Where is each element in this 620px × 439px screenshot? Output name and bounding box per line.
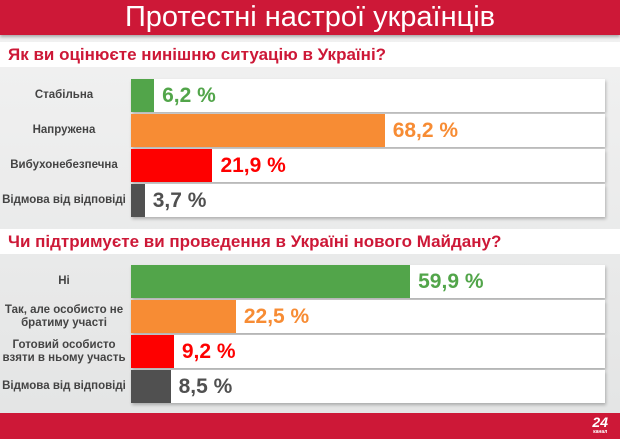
category-label: Так, але особисто не братиму участі [4,303,124,329]
bar-row: Напружена 68,2 % [0,114,620,147]
question-title: Як ви оцінюєте нинішню ситуацію в Україн… [0,42,620,67]
value-label: 21,9 % [220,154,286,177]
bar-row: Так, але особисто не братиму участі 22,5… [0,300,620,333]
bar-row: Ні 59,9 % [0,265,620,298]
bar [131,184,145,217]
bar [131,265,411,298]
category-label: Відмова від відповіді [2,380,126,392]
category-label: Стабільна [34,89,94,101]
bar-track: 3,7 % [131,184,605,217]
bar [131,300,236,333]
bar-track: 6,2 % [131,79,605,112]
footer: 24 канал [0,413,620,439]
bar [131,79,155,112]
value-label: 3,7 % [152,189,207,212]
bar-track: 68,2 % [131,114,605,147]
bar-row: Готовий особисто взяти в ньому участь 9,… [0,335,620,368]
bar-row: Стабільна 6,2 % [0,79,620,112]
category-label: Відмова від відповіді [2,194,126,206]
category-label: Ні [58,275,70,287]
bar [131,149,213,182]
value-label: 6,2 % [162,84,216,107]
bar-row: Відмова від відповіді 3,7 % [0,184,620,217]
question-title: Чи підтримуєте ви проведення в Україні н… [0,229,620,254]
category-label: Вибухонебезпечна [10,159,118,171]
channel-24-logo: 24 канал [592,415,608,435]
page-title: Протестні настрої українців [0,0,620,35]
bar-row: Вибухонебезпечна 21,9 % [0,149,620,182]
logo-sub: канал [593,429,608,435]
bar-track: 22,5 % [131,300,605,333]
bar-track: 21,9 % [131,149,605,182]
logo-number: 24 [592,414,608,430]
bar [131,114,385,147]
bar [131,370,171,403]
value-label: 59,9 % [418,270,484,293]
value-label: 68,2 % [392,119,459,142]
bar-track: 59,9 % [131,265,605,298]
value-label: 9,2 % [181,340,236,363]
category-label: Готовий особисто взяти в ньому участь [2,338,126,364]
value-label: 22,5 % [243,305,310,328]
bar [131,335,174,368]
bar-track: 8,5 % [131,370,605,403]
value-label: 8,5 % [178,375,233,398]
bar-row: Відмова від відповіді 8,5 % [0,370,620,403]
category-label: Напружена [32,124,96,136]
bar-track: 9,2 % [131,335,605,368]
